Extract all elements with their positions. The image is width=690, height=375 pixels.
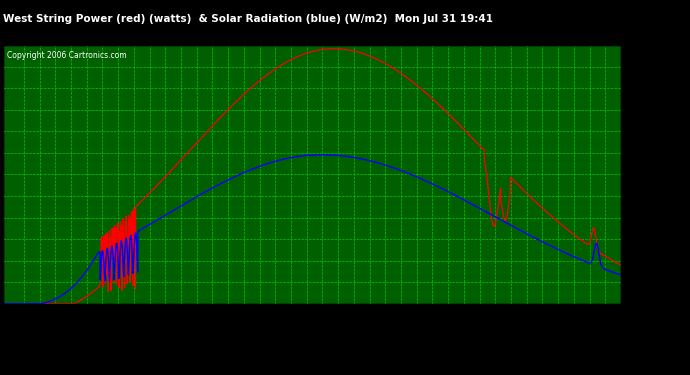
Text: Copyright 2006 Cartronics.com: Copyright 2006 Cartronics.com (6, 51, 126, 60)
Text: West String Power (red) (watts)  & Solar Radiation (blue) (W/m2)  Mon Jul 31 19:: West String Power (red) (watts) & Solar … (3, 14, 493, 24)
